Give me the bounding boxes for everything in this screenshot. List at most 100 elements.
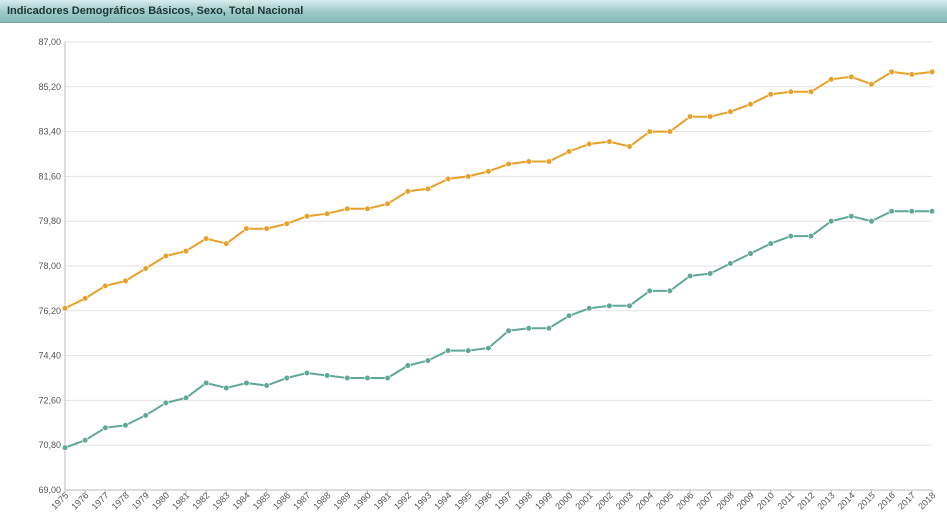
series-2-point — [646, 287, 653, 294]
series-1-point — [61, 305, 69, 312]
series-1-point — [283, 220, 290, 227]
y-tick-label: 74,40 — [38, 351, 61, 361]
y-tick-label: 69,00 — [38, 485, 61, 495]
series-1-point — [82, 295, 89, 302]
series-2-point — [485, 345, 492, 352]
y-tick-label: 85,20 — [38, 82, 61, 92]
x-tick-label: 1985 — [251, 490, 272, 511]
y-tick-label: 76,20 — [38, 306, 61, 316]
series-2-point — [243, 379, 250, 387]
series-2-point — [283, 374, 290, 382]
chart-title: Indicadores Demográficos Básicos, Sexo, … — [7, 5, 304, 17]
x-tick-label: 1988 — [311, 490, 332, 511]
x-tick-label: 1987 — [291, 490, 312, 511]
series-2-point — [303, 369, 311, 377]
series-2-point — [807, 233, 815, 240]
series-2-point — [162, 399, 169, 406]
series-1-point — [404, 188, 411, 195]
series-2-point — [364, 374, 371, 382]
x-tick-label: 2012 — [795, 490, 816, 511]
x-tick-label: 2002 — [594, 490, 615, 511]
series-2-point — [767, 240, 774, 247]
series-2-point — [727, 260, 734, 267]
series-2-point — [848, 213, 855, 220]
y-tick-label: 72,60 — [38, 395, 61, 405]
series-1-point — [162, 252, 169, 260]
x-tick-label: 2010 — [755, 490, 776, 511]
x-tick-label: 1977 — [90, 490, 111, 511]
x-tick-label: 1996 — [473, 490, 494, 511]
y-tick-label: 81,60 — [38, 171, 61, 181]
series-2-point — [545, 325, 553, 332]
series-1-point — [243, 225, 250, 232]
series-1-point — [102, 282, 109, 290]
series-2-point — [344, 374, 351, 382]
series-2-point — [586, 305, 593, 312]
x-tick-label: 2003 — [614, 490, 635, 511]
series-2-point — [686, 272, 694, 280]
series-1-point — [122, 277, 129, 285]
series-1-point — [807, 88, 815, 95]
series-1-point — [606, 138, 613, 145]
x-tick-label: 1982 — [190, 490, 211, 511]
series-2-point — [142, 412, 149, 419]
series-1-point — [525, 158, 532, 165]
x-tick-label: 1981 — [170, 490, 191, 511]
x-tick-label: 2016 — [876, 490, 897, 511]
series-1-point — [364, 205, 371, 212]
x-tick-label: 1979 — [130, 490, 151, 511]
series-1-point — [626, 143, 633, 150]
x-tick-label: 2015 — [856, 490, 877, 511]
series-2-point — [102, 424, 109, 431]
y-tick-label: 79,80 — [38, 216, 61, 226]
series-2-point — [666, 287, 673, 294]
series-2-point — [404, 362, 411, 369]
series-2-point — [787, 233, 794, 240]
series-2-point — [888, 208, 895, 215]
series-1-point — [263, 225, 270, 232]
series-1-point — [727, 108, 734, 115]
series-1-point — [646, 128, 653, 135]
series-1-point — [303, 213, 311, 220]
x-tick-label: 2000 — [553, 490, 574, 511]
series-1-point — [686, 113, 694, 120]
series-2-point — [424, 357, 432, 364]
series-2-point — [182, 394, 190, 402]
series-1-point — [586, 140, 593, 148]
series-2-point — [444, 347, 452, 354]
series-1-point — [666, 128, 673, 135]
series-1-point — [908, 71, 915, 78]
series-1-point — [868, 81, 875, 88]
series-2-point — [626, 302, 633, 309]
y-tick-label: 87,00 — [38, 37, 61, 47]
series-2-point — [565, 312, 573, 319]
series-1-point — [787, 88, 794, 95]
series-1-point — [747, 101, 754, 108]
series-2-point — [707, 270, 714, 277]
x-tick-label: 2001 — [573, 490, 594, 511]
series-2-point — [263, 382, 270, 389]
series-2-point — [606, 302, 613, 309]
series-1-point — [707, 113, 714, 120]
series-1-point — [324, 210, 331, 217]
series-2-point — [828, 218, 835, 225]
y-tick-label: 70,80 — [38, 440, 61, 450]
x-tick-label: 1995 — [452, 490, 473, 511]
series-2-point — [223, 384, 230, 392]
series-1-point — [505, 160, 512, 168]
x-tick-label: 2006 — [674, 490, 695, 511]
x-tick-label: 1989 — [331, 490, 352, 511]
x-tick-label: 2013 — [815, 490, 836, 511]
x-tick-label: 1983 — [210, 490, 231, 511]
x-tick-label: 1980 — [150, 490, 171, 511]
x-tick-label: 1986 — [271, 490, 292, 511]
series-2-point — [122, 422, 129, 429]
x-tick-label: 2009 — [735, 490, 756, 511]
series-2-point — [525, 325, 532, 332]
series-1-point — [888, 68, 895, 75]
x-tick-label: 1990 — [352, 490, 373, 511]
x-tick-label: 1993 — [412, 490, 433, 511]
series-2-point — [203, 379, 210, 387]
x-tick-label: 2018 — [916, 490, 937, 511]
